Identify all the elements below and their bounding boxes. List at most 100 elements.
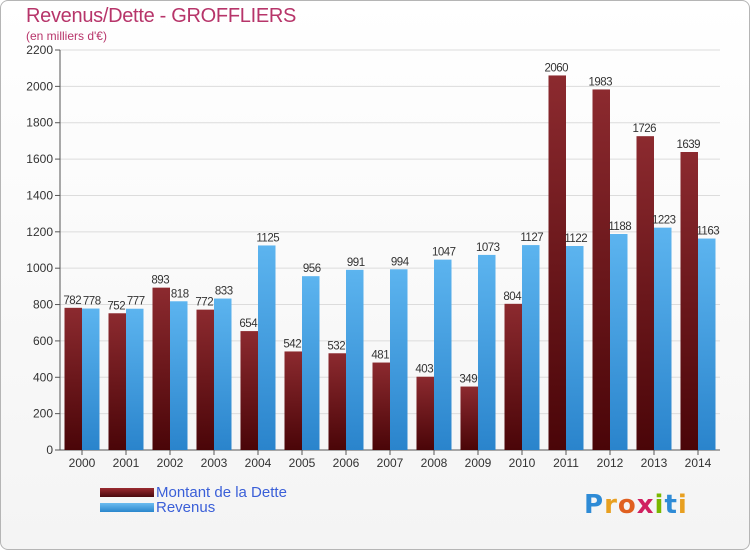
y-tick-label: 1000 xyxy=(26,261,53,275)
bar-debt xyxy=(460,386,478,450)
x-tick-label: 2009 xyxy=(465,456,492,470)
x-tick-label: 2013 xyxy=(641,456,668,470)
bar-debt xyxy=(504,303,522,450)
legend-swatch-debt xyxy=(100,488,154,497)
data-label-revenue: 991 xyxy=(347,257,365,269)
bar-revenue xyxy=(566,246,584,450)
y-tick-label: 800 xyxy=(33,298,53,312)
bar-debt xyxy=(372,362,390,450)
x-tick-label: 2008 xyxy=(421,456,448,470)
data-label-debt: 752 xyxy=(107,300,125,312)
data-label-revenue: 818 xyxy=(171,288,189,300)
x-tick-label: 2012 xyxy=(597,456,624,470)
bar-debt xyxy=(328,353,346,450)
x-tick-label: 2006 xyxy=(333,456,360,470)
data-label-debt: 403 xyxy=(415,364,433,376)
data-label-revenue: 994 xyxy=(391,256,410,268)
logo-letter: i xyxy=(677,490,688,520)
x-tick-label: 2002 xyxy=(157,456,184,470)
bar-revenue xyxy=(610,234,628,450)
y-tick-label: 1600 xyxy=(26,152,53,166)
bar-debt xyxy=(64,307,82,450)
bar-revenue xyxy=(346,269,364,450)
bar-debt xyxy=(592,89,610,451)
chart-subtitle: (en milliers d'€) xyxy=(26,29,107,43)
data-label-revenue: 1073 xyxy=(476,242,500,254)
bar-debt xyxy=(548,75,566,451)
data-label-debt: 893 xyxy=(151,275,169,287)
y-tick-label: 2000 xyxy=(26,79,53,93)
data-label-revenue: 833 xyxy=(215,286,233,298)
data-label-debt: 782 xyxy=(63,295,81,307)
data-label-debt: 772 xyxy=(195,297,213,309)
proxiti-logo: Proxiti xyxy=(584,490,688,520)
data-label-revenue: 1188 xyxy=(608,221,631,233)
bar-revenue xyxy=(82,308,100,450)
chart-title: Revenus/Dette - GROFFLIERS xyxy=(26,5,297,27)
data-label-debt: 481 xyxy=(371,350,389,362)
x-tick-label: 2014 xyxy=(685,456,712,470)
bar-revenue xyxy=(258,245,276,450)
logo-letter: P xyxy=(584,490,605,520)
bar-debt xyxy=(284,351,302,450)
data-label-revenue: 778 xyxy=(83,296,101,308)
data-label-revenue: 1047 xyxy=(432,247,456,259)
x-tick-label: 2004 xyxy=(245,456,272,470)
logo-letter: o xyxy=(617,490,637,520)
bar-revenue xyxy=(214,298,232,450)
data-label-revenue: 1122 xyxy=(564,233,587,245)
bar-revenue xyxy=(434,259,452,450)
y-tick-label: 600 xyxy=(33,334,53,348)
bar-revenue xyxy=(522,245,540,450)
bar-debt xyxy=(152,287,170,450)
data-label-revenue: 777 xyxy=(127,296,145,308)
logo-letter: x xyxy=(636,490,655,520)
bar-revenue xyxy=(302,276,320,450)
y-tick-label: 1200 xyxy=(26,225,53,239)
data-label-revenue: 1223 xyxy=(652,215,676,227)
y-tick-label: 1800 xyxy=(26,116,53,130)
legend-label-debt: Montant de la Dette xyxy=(156,484,287,501)
legend-label-revenue: Revenus xyxy=(156,499,216,516)
data-label-debt: 654 xyxy=(239,318,258,330)
bar-debt xyxy=(416,376,434,450)
data-label-debt: 1726 xyxy=(632,123,656,135)
bar-debt xyxy=(108,313,126,450)
y-tick-label: 2200 xyxy=(26,43,53,57)
y-tick-label: 400 xyxy=(33,370,53,384)
data-label-debt: 542 xyxy=(283,338,301,350)
data-label-revenue: 956 xyxy=(303,263,321,275)
logo-letter: t xyxy=(664,490,678,520)
x-tick-label: 2007 xyxy=(377,456,404,470)
x-tick-label: 2001 xyxy=(113,456,140,470)
bar-revenue xyxy=(698,238,716,450)
data-label-revenue: 1163 xyxy=(696,226,719,238)
data-label-revenue: 1125 xyxy=(256,232,279,244)
y-tick-label: 200 xyxy=(33,407,53,421)
bar-revenue xyxy=(654,227,672,450)
data-label-revenue: 1127 xyxy=(520,232,543,244)
data-label-debt: 532 xyxy=(327,340,345,352)
bar-revenue xyxy=(390,269,408,450)
x-tick-label: 2000 xyxy=(69,456,96,470)
bar-debt xyxy=(680,152,698,450)
x-tick-label: 2005 xyxy=(289,456,316,470)
bar-revenue xyxy=(170,301,188,450)
y-tick-label: 0 xyxy=(46,443,53,457)
y-tick-label: 1400 xyxy=(26,188,53,202)
x-tick-label: 2003 xyxy=(201,456,228,470)
bar-revenue xyxy=(126,308,144,450)
data-label-debt: 1983 xyxy=(588,76,612,88)
data-label-debt: 1639 xyxy=(676,139,700,151)
x-tick-label: 2010 xyxy=(509,456,536,470)
legend-swatch-revenue xyxy=(100,503,154,512)
bar-revenue xyxy=(478,254,496,450)
logo-letter: r xyxy=(604,490,618,520)
data-label-debt: 804 xyxy=(503,291,522,303)
x-tick-label: 2011 xyxy=(553,456,579,470)
logo-letter: i xyxy=(654,490,665,520)
bar-debt xyxy=(636,136,654,450)
bar-debt xyxy=(240,331,258,450)
data-label-debt: 349 xyxy=(459,374,477,386)
